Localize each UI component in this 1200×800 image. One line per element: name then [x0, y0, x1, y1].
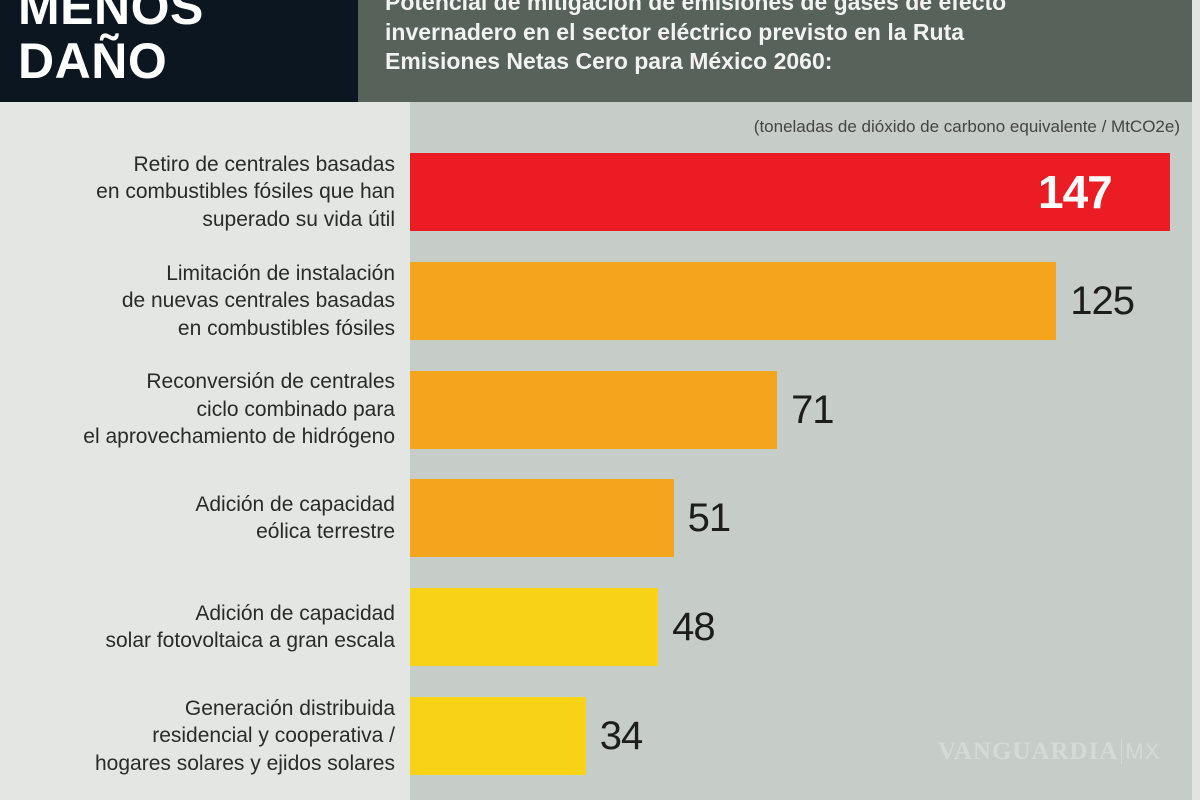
category-label-line: Generación distribuida	[184, 696, 395, 720]
title-line: MENOS	[18, 0, 204, 35]
subtitle-line: invernadero en el sector eléctrico previ…	[385, 18, 965, 45]
category-label-line: de nuevas centrales basadas	[121, 289, 395, 313]
bar	[410, 479, 674, 558]
unit-label: (toneladas de dióxido de carbono equival…	[753, 117, 1180, 136]
category-label: Adición de capacidad eólica terrestre	[0, 491, 395, 546]
data-label: 48	[672, 605, 715, 650]
category-label: Generación distribuida residencial y coop…	[0, 695, 395, 778]
page-title: MENOS DAÑO	[18, 0, 204, 88]
bar	[410, 261, 1057, 340]
category-label-line: superado su vida útil	[202, 207, 395, 231]
bar	[410, 697, 586, 775]
data-label: 51	[687, 496, 731, 541]
right-edge	[1192, 0, 1200, 800]
category-label-line: residencial y cooperativa /	[152, 724, 395, 748]
category-label-line: Adición de capacidad	[195, 492, 395, 516]
category-label: Reconversión de centrales ciclo combinado…	[0, 368, 395, 451]
data-label: 71	[791, 387, 834, 432]
category-label-line: Retiro de centrales basadas	[133, 152, 396, 176]
data-label: 125	[1070, 278, 1135, 323]
chart-subtitle: Potencial de mitigación de emisiones de …	[385, 0, 1185, 77]
header-title-panel: MENOS DAÑO	[0, 0, 358, 102]
category-label: Limitación de instalación de nuevas centr…	[0, 260, 395, 343]
vanguardia-watermark: VANGUARDIA MX	[938, 738, 1161, 766]
subtitle-line: Emisiones Netas Cero para México 2060:	[385, 48, 833, 74]
category-label-line: en combustibles fósiles	[177, 316, 395, 340]
category-label: Adición de capacidad solar fotovoltaica a…	[0, 600, 396, 655]
title-line: DAÑO	[18, 33, 168, 89]
bar	[410, 153, 1170, 231]
category-label-line: Reconversión de centrales	[146, 370, 395, 394]
category-label-line: el aprovechamiento de hidrógeno	[83, 425, 395, 449]
bar	[410, 588, 659, 667]
label-panel	[0, 102, 410, 800]
category-label: Retiro de centrales basadas en combustibl…	[0, 151, 395, 234]
category-label-line: ciclo combinado para	[196, 397, 395, 421]
header-subtitle-panel: Potencial de mitigación de emisiones de …	[358, 0, 1192, 102]
category-label-line: Adición de capacidad	[195, 601, 395, 625]
subtitle-line: Potencial de mitigación de emisiones de …	[385, 0, 1007, 15]
watermark-brand: VANGUARDIA	[938, 738, 1119, 765]
category-label-line: hogares solares y ejidos solares	[95, 751, 395, 775]
category-label-line: solar fotovoltaica a gran escala	[105, 629, 396, 653]
watermark-suffix: MX	[1121, 739, 1161, 764]
category-label-line: en combustibles fósiles que han	[96, 180, 395, 204]
category-label-line: Limitación de instalación	[166, 261, 395, 285]
category-label-line: eólica terrestre	[256, 520, 395, 544]
bar	[410, 370, 778, 449]
data-label: 147	[1038, 166, 1113, 218]
data-label: 34	[599, 714, 643, 758]
